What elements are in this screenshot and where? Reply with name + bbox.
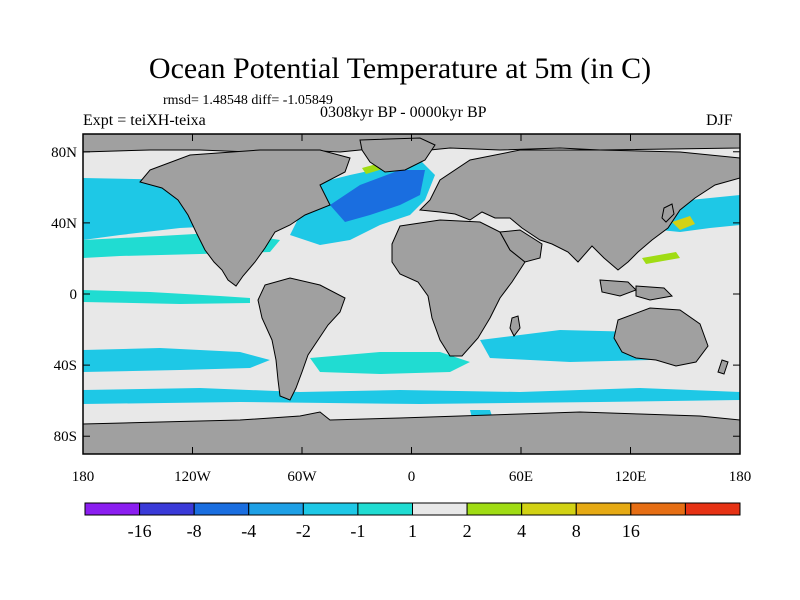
colorbar: -16 -8 -4 -2 -1 1 2 4 8 16 xyxy=(84,502,741,541)
land-greenland xyxy=(359,137,436,173)
period-label: 0308kyr BP - 0000kyr BP xyxy=(320,104,487,121)
colorbar-swatch xyxy=(575,502,632,516)
colorbar-swatch xyxy=(466,502,523,516)
colorbar-label: 4 xyxy=(517,521,526,541)
land-new-zealand xyxy=(717,359,729,375)
anomaly-region-southern-band xyxy=(83,388,740,404)
colorbar-swatch xyxy=(84,502,141,516)
warm-anomaly-kuroshio xyxy=(672,216,695,230)
colorbar-label: -4 xyxy=(241,521,256,541)
warm-anomaly-western-pacific xyxy=(642,252,680,264)
colorbar-label: -16 xyxy=(128,521,152,541)
colorbar-swatch xyxy=(248,502,304,516)
colorbar-swatch xyxy=(139,502,195,516)
land-southeast-asia-islands xyxy=(599,279,674,301)
land-eurasia xyxy=(418,149,740,271)
lon-tick-label: 0 xyxy=(408,469,416,485)
lon-tick-label: 120E xyxy=(615,469,647,485)
land-australia xyxy=(613,307,709,367)
experiment-label: Expt = teiXH-teixa xyxy=(83,112,206,129)
anomaly-region-north-atlantic-core xyxy=(330,170,425,222)
land-north-america xyxy=(139,149,351,287)
land-japan xyxy=(661,203,675,223)
lat-tick-label: 80N xyxy=(51,145,77,161)
lat-tick-label: 0 xyxy=(70,287,78,303)
land-antarctica xyxy=(83,411,740,454)
lat-tick-label: 40S xyxy=(54,358,77,374)
colorbar-swatch xyxy=(302,502,359,516)
anomaly-region-tropical-pacific xyxy=(83,290,250,304)
map-title: Ocean Potential Temperature at 5m (in C) xyxy=(148,52,652,85)
lon-tick-label: 120W xyxy=(174,469,212,485)
colorbar-label: -2 xyxy=(296,521,311,541)
colorbar-swatch xyxy=(630,502,686,516)
colorbar-label: -1 xyxy=(350,521,365,541)
season-label: DJF xyxy=(706,112,733,129)
lon-tick-label: 180 xyxy=(72,469,95,485)
anomaly-region-south-atlantic xyxy=(310,352,470,374)
lat-tick-label: 80S xyxy=(54,429,77,445)
colorbar-label: -8 xyxy=(187,521,202,541)
land-arabia xyxy=(499,229,543,263)
anomaly-region-south-pacific xyxy=(83,348,270,372)
colorbar-label: 8 xyxy=(572,521,581,541)
colorbar-swatch xyxy=(193,502,250,516)
colorbar-label: 16 xyxy=(622,521,640,541)
colorbar-label: 2 xyxy=(463,521,472,541)
colorbar-label: 1 xyxy=(408,521,417,541)
colorbar-swatch xyxy=(412,502,468,516)
lon-tick-label: 60W xyxy=(287,469,317,485)
lon-tick-label: 180 xyxy=(729,469,752,485)
land-south-america xyxy=(257,277,346,401)
lon-tick-label: 60E xyxy=(509,469,533,485)
colorbar-swatch xyxy=(357,502,413,516)
latitude-axis: 80N 40N 0 40S 80S xyxy=(51,145,740,445)
lat-tick-label: 40N xyxy=(51,216,77,232)
land-masses xyxy=(83,134,740,454)
land-madagascar xyxy=(509,315,521,337)
colorbar-swatch xyxy=(521,502,577,516)
longitude-axis: 180 120W 60W 0 60E 120E 180 xyxy=(72,134,752,485)
colorbar-swatch xyxy=(684,502,741,516)
rmsd-diff-stats: rmsd= 1.48548 diff= -1.05849 xyxy=(163,93,333,108)
